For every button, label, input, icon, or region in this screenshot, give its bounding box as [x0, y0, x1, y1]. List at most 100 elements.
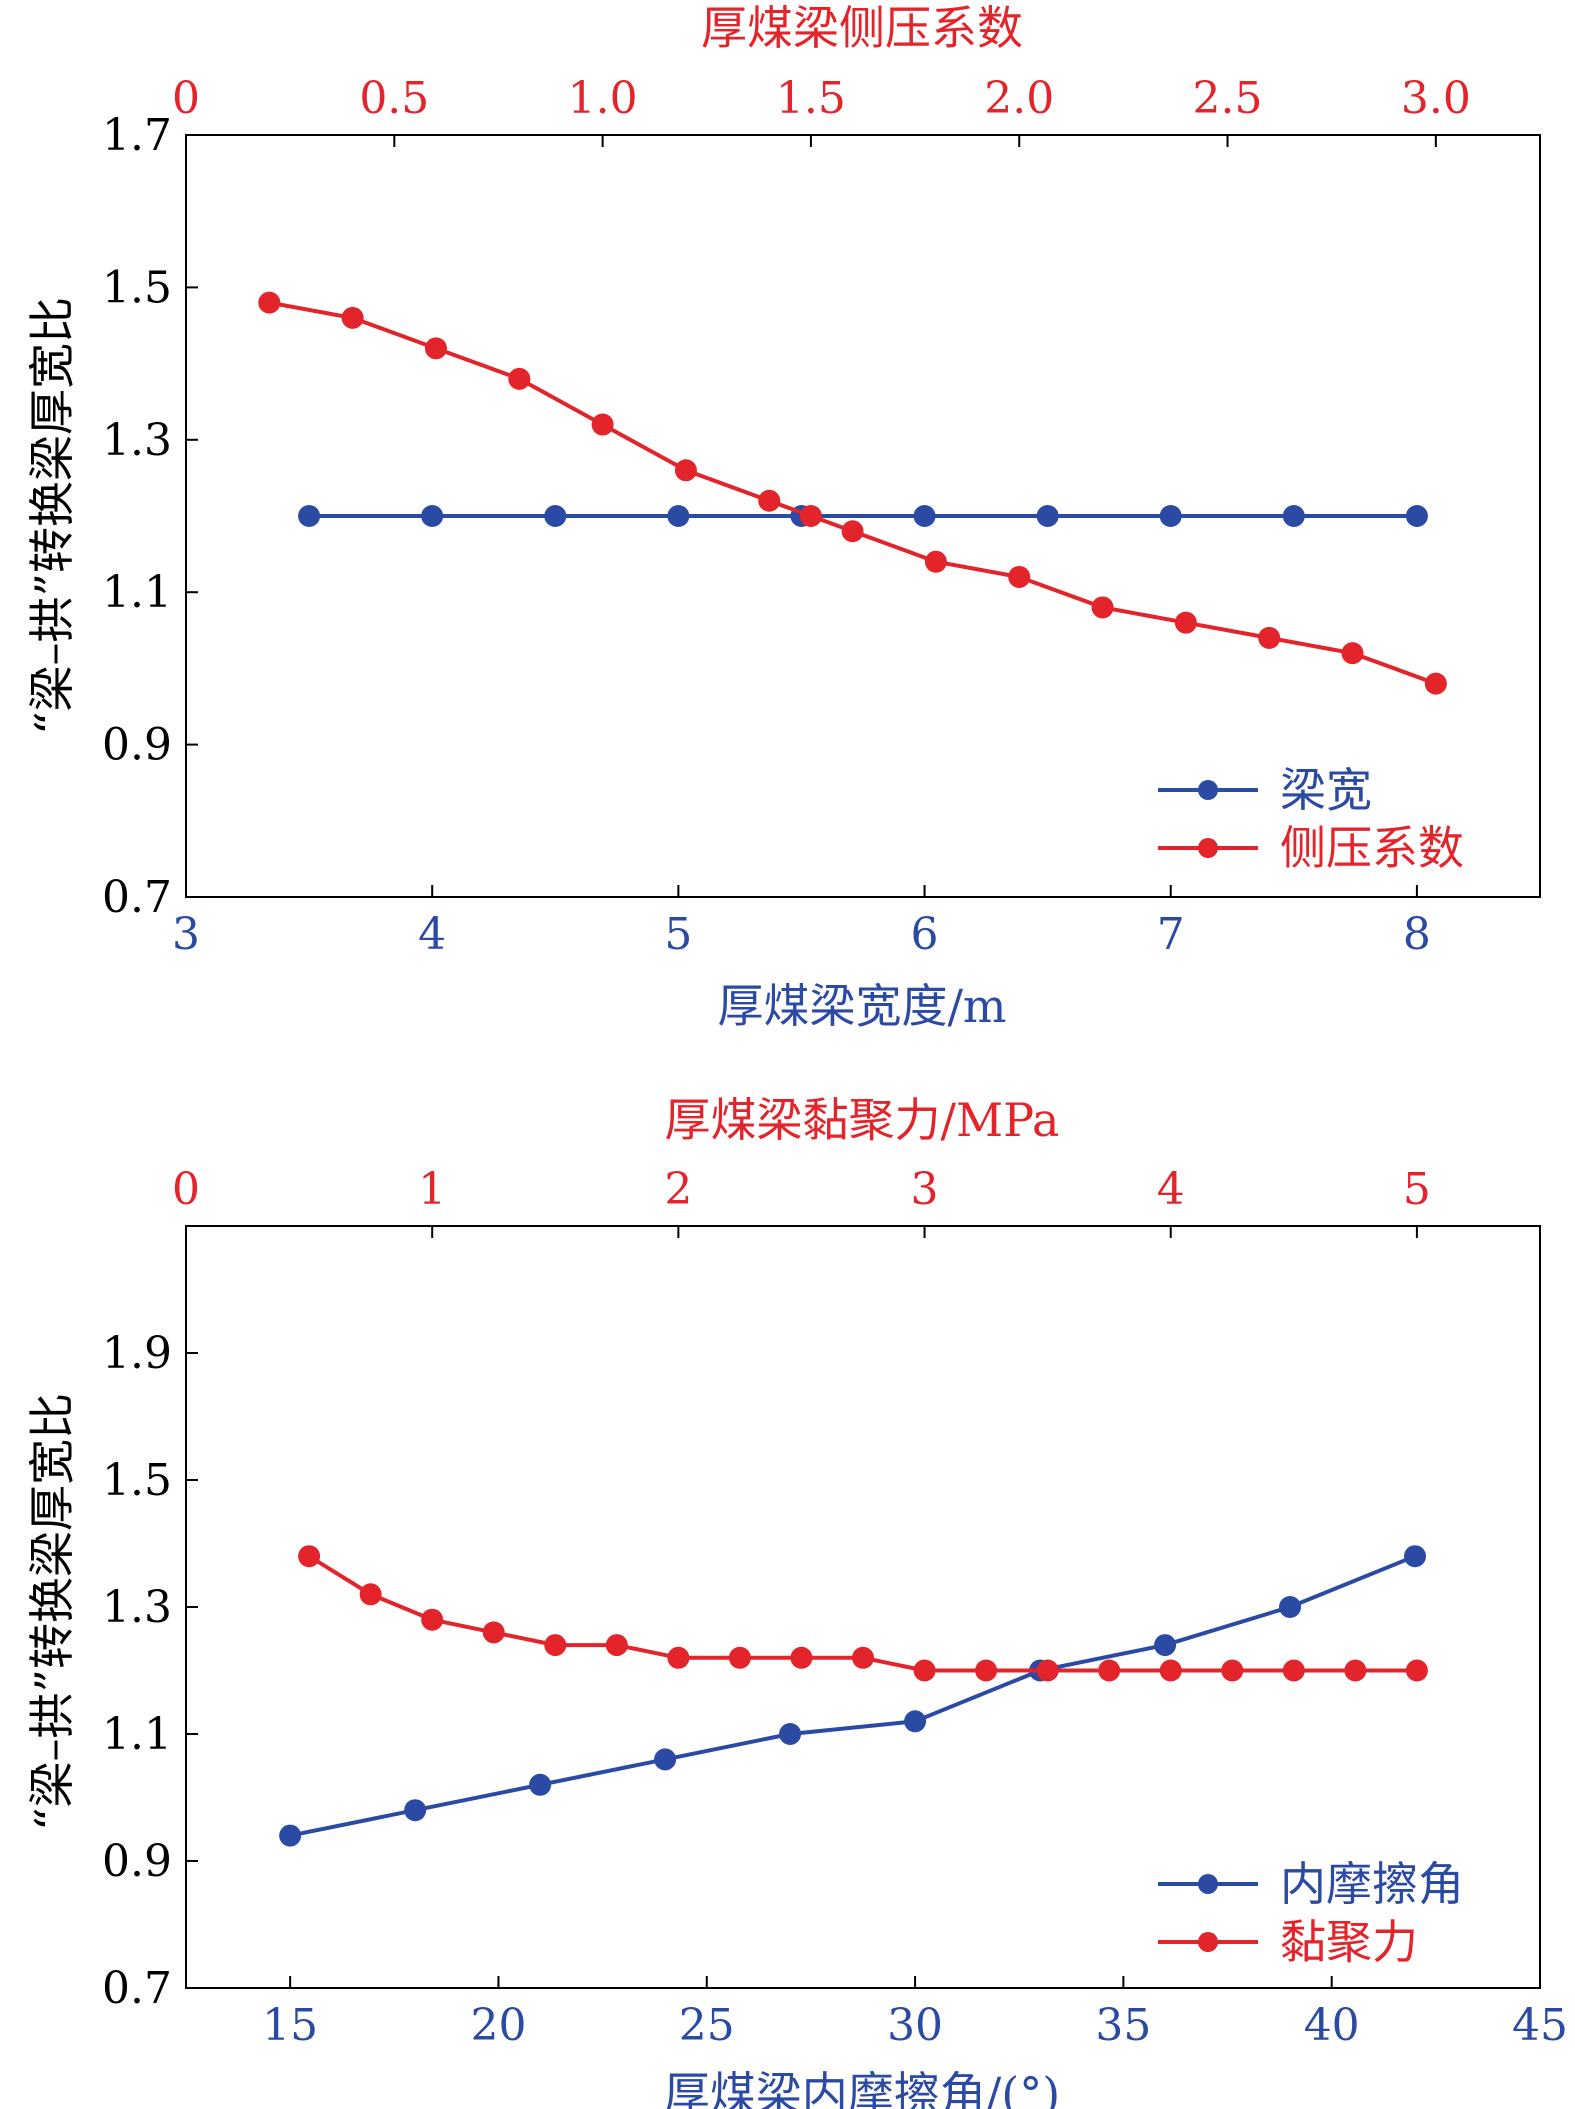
series-1-point [1159, 505, 1182, 527]
series-2-point [1282, 1659, 1305, 1682]
bottom-tick-label: 7 [1157, 909, 1185, 960]
axis-ticks: 0.70.91.11.31.51.915 20 25 30 35 40 450 1 2 3 4 5 [102, 1164, 1568, 2051]
series-2-point [1098, 1659, 1121, 1682]
series-1-point [1405, 505, 1428, 527]
series-2-point [1091, 596, 1114, 619]
y-tick-label: 0.9 [102, 1836, 172, 1887]
bottom-tick-label: 3 [172, 909, 200, 960]
y-tick-label: 1.3 [102, 415, 172, 466]
top-tick-label: 1.0 [568, 73, 638, 124]
series-2-point [258, 291, 281, 314]
bottom-axis-title: 厚煤梁宽度/m [717, 979, 1006, 1033]
series-2-point [1008, 565, 1031, 588]
top-axis-title: 厚煤梁侧压系数 [701, 1, 1023, 55]
legend: 梁宽 侧压系数 [1158, 763, 1464, 875]
top-tick-label: 0.5 [359, 73, 429, 124]
series-1-point [779, 1723, 802, 1745]
series-1-point [544, 505, 567, 527]
y-tick-label: 1.9 [102, 1328, 172, 1379]
series-1-point [404, 1799, 427, 1822]
top-tick-label: 1.5 [776, 73, 846, 124]
series-1-point [1279, 1596, 1302, 1618]
series-2-point [1405, 1659, 1428, 1682]
series-1-point [279, 1824, 302, 1847]
series-2-point [924, 550, 947, 573]
legend-label-series-1: 内摩擦角 [1280, 1857, 1464, 1911]
series-layer [258, 291, 1447, 695]
series-2-point [1344, 1659, 1367, 1682]
y-tick-label: 0.7 [102, 1963, 172, 2014]
series-1-point [1154, 1634, 1177, 1657]
series-2-point [667, 1646, 690, 1669]
series-2-point [975, 1659, 998, 1682]
series-2-point [341, 306, 364, 329]
bottom-tick-label: 8 [1403, 909, 1431, 960]
y-axis-title: “梁–拱”转换梁厚宽比 [25, 1393, 79, 1831]
bottom-tick-label: 5 [664, 909, 692, 960]
top-tick-label: 2.0 [984, 73, 1054, 124]
series-2-point [359, 1583, 382, 1606]
series-2-point [674, 459, 697, 482]
series-2-point [790, 1646, 813, 1669]
series-2-point [852, 1646, 874, 1669]
top-tick-label: 4 [1157, 1164, 1185, 1215]
legend-label-series-2: 黏聚力 [1280, 1915, 1418, 1969]
series-2-point [799, 505, 822, 527]
y-tick-label: 1.3 [102, 1582, 172, 1633]
legend: 内摩擦角 黏聚力 [1158, 1857, 1464, 1969]
series-2-point [298, 1545, 321, 1568]
y-tick-label: 1.5 [102, 262, 172, 313]
series-2-point [544, 1634, 567, 1657]
top-tick-label: 0 [172, 73, 200, 124]
series-2-point [1258, 626, 1281, 649]
bottom-axis-title: 厚煤梁内摩擦角/(°) [664, 2067, 1060, 2109]
series-1-point [1282, 505, 1305, 527]
chart-panel-bottom: 厚煤梁黏聚力/MPa 厚煤梁内摩擦角/(°) “梁–拱”转换梁厚宽比 0.7 0.… [25, 1093, 1568, 2109]
bottom-tick-label: 15 [262, 2000, 318, 2051]
bottom-tick-label: 35 [1095, 2000, 1151, 2051]
bottom-tick-label: 4 [418, 909, 446, 960]
bottom-tick-label: 25 [679, 2000, 735, 2051]
series-layer [279, 1545, 1428, 1847]
series-2-point [591, 413, 614, 436]
series-2-point [913, 1659, 936, 1682]
series-2-point [1036, 1659, 1059, 1682]
series-2-point [482, 1621, 505, 1644]
y-tick-label: 1.7 [102, 110, 172, 161]
series-2-point [758, 489, 781, 512]
bottom-tick-label: 45 [1512, 2000, 1568, 2051]
y-tick-label: 1.5 [102, 1455, 172, 1506]
plot-frame [185, 134, 1541, 898]
y-tick-label: 1.1 [102, 567, 172, 618]
series-1-point [667, 505, 690, 527]
top-tick-label: 3.0 [1401, 73, 1471, 124]
axis-ticks: 0.7 0.9 1.1 1.3 1.5 1.7 3 4 5 6 7 8 0 0.5 1.0 1.5 2.0 2.5… [102, 73, 1471, 960]
legend-marker-series-1 [1198, 780, 1218, 800]
series-2-point [1159, 1659, 1182, 1682]
top-axis-title: 厚煤梁黏聚力/MPa [665, 1093, 1060, 1147]
y-tick-label: 0.7 [102, 872, 172, 923]
top-tick-label: 2.5 [1193, 73, 1263, 124]
series-line-2 [268, 300, 1437, 686]
top-tick-label: 5 [1403, 1164, 1431, 1215]
series-2-point [1341, 642, 1364, 665]
series-2-point [1424, 672, 1447, 695]
y-axis-title: “梁–拱”转换梁厚宽比 [25, 297, 79, 735]
series-2-point [1221, 1659, 1244, 1682]
y-tick-label: 1.1 [102, 1709, 172, 1760]
legend-label-series-1: 梁宽 [1280, 763, 1372, 817]
series-1-point [654, 1748, 677, 1771]
series-1-point [904, 1710, 927, 1733]
legend-marker-series-1 [1198, 1874, 1218, 1894]
chart-panel-top: 厚煤梁侧压系数 厚煤梁宽度/m “梁–拱”转换梁厚宽比 0.7 0.9 1.1 1.3… [25, 1, 1541, 1033]
bottom-tick-label: 6 [911, 909, 939, 960]
top-tick-label: 0 [172, 1164, 200, 1215]
series-2-point [605, 1634, 628, 1657]
series-1-point [529, 1773, 552, 1796]
series-2-point [424, 337, 447, 360]
legend-label-series-2: 侧压系数 [1280, 821, 1464, 875]
bottom-tick-label: 20 [470, 2000, 526, 2051]
series-1-point [421, 505, 444, 527]
